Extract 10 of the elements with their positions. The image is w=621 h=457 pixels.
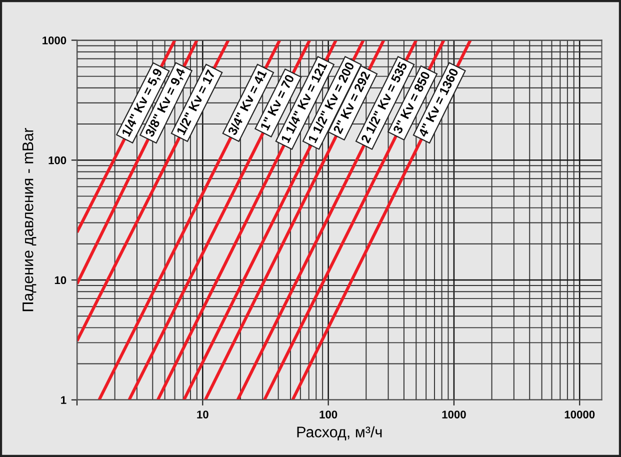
x-tick-label: 100 <box>320 410 338 418</box>
y-tick-label: 1 <box>61 396 66 404</box>
y-tick-label: 1000 <box>42 36 66 44</box>
y-tick-label: 100 <box>48 156 66 164</box>
y-tick-label: 10 <box>54 276 66 284</box>
x-tick-label: 10 <box>197 410 208 418</box>
x-axis-title: Расход, м³/ч <box>297 426 382 440</box>
x-tick-label: 1000 <box>442 410 466 418</box>
x-tick-label: 10000 <box>564 410 595 418</box>
y-axis-title: Падение давления - mBar <box>22 128 36 312</box>
